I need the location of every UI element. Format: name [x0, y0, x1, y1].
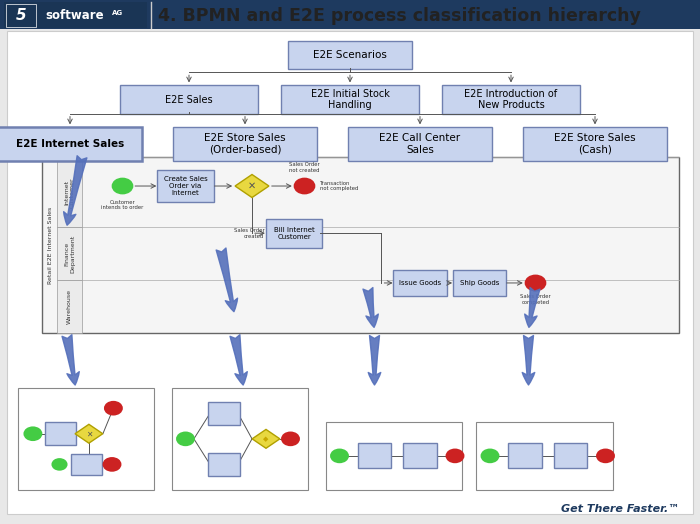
- Text: E2E Store Sales
(Order-based): E2E Store Sales (Order-based): [204, 133, 286, 155]
- FancyBboxPatch shape: [265, 219, 322, 248]
- Polygon shape: [235, 174, 269, 198]
- Text: Sales Order
completed: Sales Order completed: [520, 294, 551, 305]
- FancyBboxPatch shape: [46, 422, 76, 445]
- FancyBboxPatch shape: [281, 85, 419, 114]
- Circle shape: [177, 433, 194, 445]
- Text: 4. BPMN and E2E process classification hierarchy: 4. BPMN and E2E process classification h…: [158, 7, 640, 25]
- FancyBboxPatch shape: [4, 2, 147, 28]
- Text: 5: 5: [15, 8, 27, 23]
- FancyBboxPatch shape: [120, 85, 258, 114]
- FancyBboxPatch shape: [18, 388, 154, 490]
- Polygon shape: [75, 424, 103, 443]
- Text: Retail E2E Internet Sales: Retail E2E Internet Sales: [48, 206, 53, 283]
- Circle shape: [282, 433, 299, 445]
- Text: Warehouse: Warehouse: [67, 289, 72, 324]
- FancyBboxPatch shape: [208, 402, 240, 425]
- FancyBboxPatch shape: [57, 157, 82, 227]
- FancyBboxPatch shape: [554, 443, 587, 468]
- Text: Internet
Customer: Internet Customer: [64, 177, 75, 208]
- FancyBboxPatch shape: [403, 443, 437, 468]
- FancyBboxPatch shape: [0, 127, 142, 161]
- Polygon shape: [252, 430, 280, 449]
- Text: Sales Order
not created: Sales Order not created: [289, 162, 320, 173]
- FancyBboxPatch shape: [393, 270, 447, 297]
- FancyBboxPatch shape: [208, 453, 240, 476]
- FancyBboxPatch shape: [157, 170, 214, 202]
- Text: Sales Order
created: Sales Order created: [234, 228, 265, 238]
- FancyBboxPatch shape: [173, 127, 317, 161]
- Text: Transaction
not completed: Transaction not completed: [320, 181, 358, 191]
- Text: E2E Scenarios: E2E Scenarios: [313, 50, 387, 60]
- Text: E2E Call Center
Sales: E2E Call Center Sales: [379, 133, 461, 155]
- Circle shape: [25, 428, 41, 440]
- Text: ✕: ✕: [248, 181, 256, 191]
- FancyBboxPatch shape: [7, 31, 693, 514]
- Circle shape: [331, 450, 348, 462]
- Circle shape: [113, 179, 132, 193]
- FancyBboxPatch shape: [326, 422, 462, 490]
- Text: ◆: ◆: [263, 436, 269, 442]
- Circle shape: [447, 450, 463, 462]
- Text: software: software: [46, 9, 104, 22]
- Circle shape: [105, 402, 122, 414]
- Circle shape: [526, 276, 545, 290]
- Text: AG: AG: [112, 9, 123, 16]
- Text: Ship Goods: Ship Goods: [460, 280, 499, 286]
- Circle shape: [104, 458, 120, 471]
- Circle shape: [597, 450, 614, 462]
- Circle shape: [52, 459, 66, 470]
- FancyBboxPatch shape: [288, 41, 412, 69]
- Text: ✕: ✕: [85, 429, 92, 438]
- FancyBboxPatch shape: [508, 443, 542, 468]
- FancyBboxPatch shape: [523, 127, 667, 161]
- Text: E2E Sales: E2E Sales: [165, 94, 213, 105]
- Text: E2E Introduction of
New Products: E2E Introduction of New Products: [464, 89, 558, 111]
- FancyBboxPatch shape: [172, 388, 308, 490]
- FancyBboxPatch shape: [476, 422, 612, 490]
- FancyBboxPatch shape: [0, 0, 700, 29]
- Text: Finance
Department: Finance Department: [64, 235, 75, 273]
- Text: E2E Initial Stock
Handling: E2E Initial Stock Handling: [311, 89, 389, 111]
- FancyBboxPatch shape: [453, 270, 506, 297]
- FancyBboxPatch shape: [358, 443, 391, 468]
- FancyBboxPatch shape: [42, 157, 679, 333]
- Text: Create Sales
Order via
Internet: Create Sales Order via Internet: [164, 176, 207, 196]
- FancyBboxPatch shape: [6, 4, 36, 27]
- FancyBboxPatch shape: [442, 85, 580, 114]
- Text: Customer
intends to order: Customer intends to order: [102, 200, 144, 211]
- FancyBboxPatch shape: [57, 227, 82, 280]
- Text: Bill Internet
Customer: Bill Internet Customer: [274, 227, 314, 239]
- FancyBboxPatch shape: [57, 280, 82, 333]
- Text: Issue Goods: Issue Goods: [399, 280, 441, 286]
- Circle shape: [482, 450, 498, 462]
- Circle shape: [295, 179, 314, 193]
- Text: E2E Store Sales
(Cash): E2E Store Sales (Cash): [554, 133, 636, 155]
- FancyBboxPatch shape: [348, 127, 492, 161]
- FancyBboxPatch shape: [71, 454, 102, 475]
- Text: Get There Faster.™: Get There Faster.™: [561, 504, 679, 515]
- Text: E2E Internet Sales: E2E Internet Sales: [16, 139, 124, 149]
